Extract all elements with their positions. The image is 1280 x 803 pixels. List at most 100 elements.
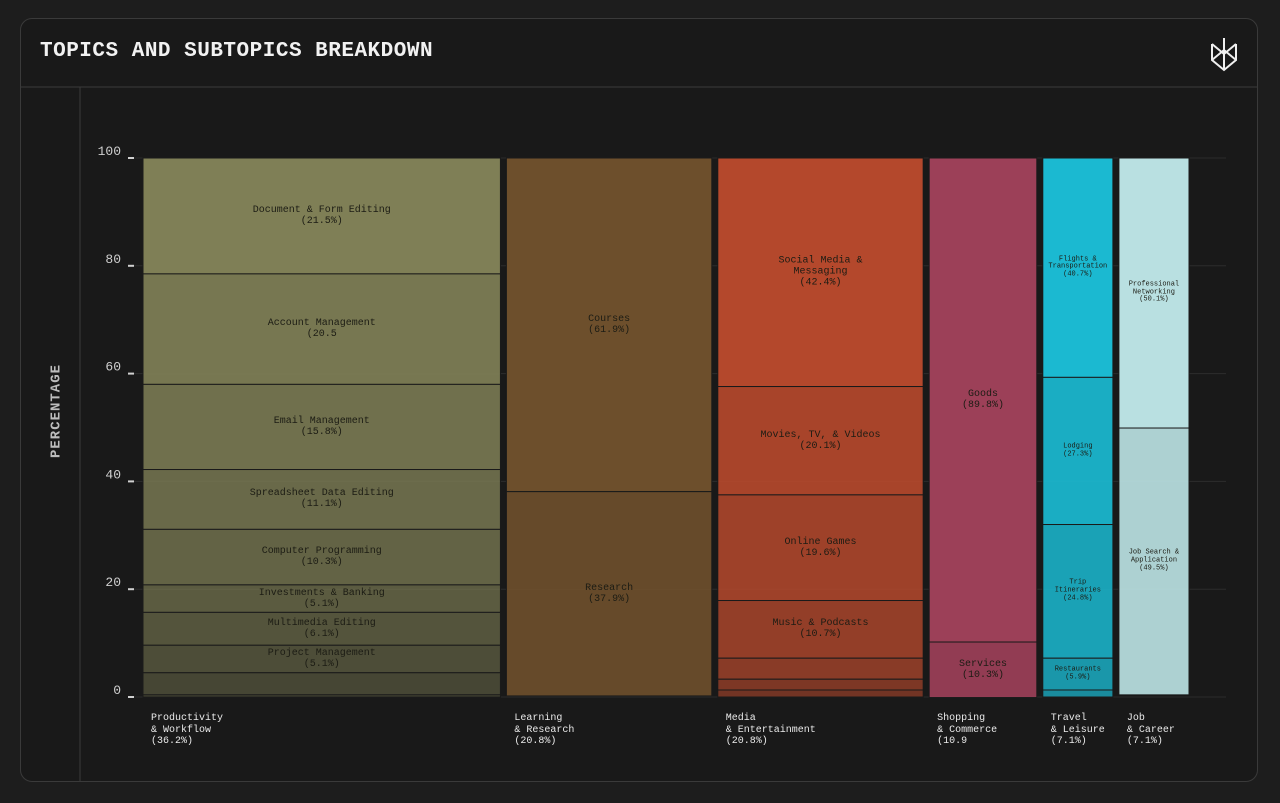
segment-name: Spreadsheet Data Editing xyxy=(249,488,394,500)
segment-name: Job Search & Application xyxy=(1128,548,1180,565)
segment-value: (20.1%) xyxy=(799,440,842,452)
segment-value: (20.5 xyxy=(306,329,337,341)
column-share: (20.8%) xyxy=(514,736,557,747)
segment xyxy=(142,383,501,471)
segment xyxy=(142,469,501,530)
segment-value: (24.8%) xyxy=(1063,594,1093,603)
column-share: (7.1%) xyxy=(1126,736,1163,747)
segment xyxy=(142,157,501,275)
segment-label: Goods (89.8%) xyxy=(929,389,1037,411)
y-tick-label: 80 xyxy=(105,252,121,267)
segment-value: (10.3%) xyxy=(300,557,343,569)
segment-name: Professional Networking xyxy=(1128,280,1180,297)
segment-label: Multimedia Editing (6.1%) xyxy=(143,618,500,640)
segment-name: Account Management xyxy=(267,318,376,330)
chart-title: TOPICS AND SUBTOPICS BREAKDOWN xyxy=(40,40,434,63)
segment-value: (27.3%) xyxy=(1063,449,1093,458)
segment xyxy=(1042,157,1114,378)
column-name: Learning & Research xyxy=(514,713,575,736)
column-label: Travel & Leisure (7.1%) xyxy=(1051,713,1105,748)
segment xyxy=(1118,157,1190,429)
segment-value: (11.1%) xyxy=(300,499,343,511)
segment-name: Research xyxy=(585,582,634,594)
segment-name: Multimedia Editing xyxy=(267,617,376,629)
segment-label: Email Management (15.8%) xyxy=(143,416,500,438)
segment-label: Document & Form Editing (21.5%) xyxy=(143,205,500,227)
segment-label: Courses (61.9%) xyxy=(506,314,711,336)
segment-label: Computer Programming (10.3%) xyxy=(143,546,500,568)
segment-value: (5.1%) xyxy=(303,598,340,610)
segment xyxy=(142,644,501,674)
segment-name: Music & Podcasts xyxy=(772,618,869,630)
segment-name: Lodging xyxy=(1063,442,1093,451)
y-tick-label: 60 xyxy=(105,360,121,375)
segment xyxy=(928,157,1038,643)
segment xyxy=(1042,657,1114,691)
segment xyxy=(717,689,924,698)
y-tick-label: 20 xyxy=(105,575,121,590)
segment-value: (5.9%) xyxy=(1065,673,1091,682)
segment xyxy=(142,528,501,586)
segment xyxy=(928,641,1038,699)
segment-label: Research (37.9%) xyxy=(506,583,711,605)
y-tick-label: 100 xyxy=(98,144,121,159)
segment-name: Social Media & Messaging xyxy=(778,255,863,278)
segment xyxy=(505,491,713,697)
segment-label: Professional Networking (50.1%) xyxy=(1119,281,1189,304)
segment-value: (15.8%) xyxy=(300,426,343,438)
column-label: Shopping & Commerce (10.9 xyxy=(937,713,997,748)
segment-label: Account Management (20.5 xyxy=(143,318,500,340)
segment-value: (40.7%) xyxy=(1063,270,1093,279)
segment xyxy=(505,157,713,493)
segment-name: Email Management xyxy=(273,415,370,427)
segment-value: (10.7%) xyxy=(799,629,842,641)
segment xyxy=(142,584,501,613)
segment-label: Project Management (5.1%) xyxy=(143,648,500,670)
segment-value: (21.5%) xyxy=(300,215,343,227)
segment-name: Online Games xyxy=(784,536,857,548)
column-name: Media & Entertainment xyxy=(725,713,816,736)
segment-label: Online Games (19.6%) xyxy=(718,537,923,559)
segment-label: Job Search & Application (49.5%) xyxy=(1119,548,1189,573)
segment xyxy=(717,678,924,691)
segment-name: Project Management xyxy=(267,648,376,659)
segment-name: Investments & Banking xyxy=(258,587,385,599)
segment-name: Services xyxy=(958,658,1007,670)
segment-label: Lodging (27.3%) xyxy=(1043,443,1113,458)
segment xyxy=(1042,524,1114,659)
segment-value: (50.1%) xyxy=(1139,295,1169,304)
segment-label: Movies, TV, & Videos (20.1%) xyxy=(718,430,923,452)
column-name: Job & Career xyxy=(1126,713,1175,736)
column-share: (7.1%) xyxy=(1050,736,1087,747)
segment xyxy=(142,672,501,696)
column-label: Job & Career (7.1%) xyxy=(1127,713,1175,748)
segment-value: (37.9%) xyxy=(588,593,631,605)
segment-value: (19.6%) xyxy=(799,547,842,559)
segment-label: Social Media & Messaging (42.4%) xyxy=(718,256,923,289)
segment-name: Document & Form Editing xyxy=(252,204,391,216)
segment xyxy=(142,273,501,385)
segment-label: Flights & Transportation (40.7%) xyxy=(1043,255,1113,279)
segment-label: Investments & Banking (5.1%) xyxy=(143,588,500,610)
y-tick-label: 0 xyxy=(113,683,121,698)
segment xyxy=(1118,427,1190,696)
segment-name: Goods xyxy=(967,389,998,400)
segment-name: Movies, TV, & Videos xyxy=(760,429,881,441)
y-tick-label: 40 xyxy=(105,467,121,482)
segment-label: Services (10.3%) xyxy=(929,659,1037,681)
segment-value: (10.3%) xyxy=(961,669,1004,681)
segment-label: Spreadsheet Data Editing (11.1%) xyxy=(143,488,500,510)
segment-value: (49.5%) xyxy=(1139,564,1169,573)
column-share: (20.8%) xyxy=(725,736,768,747)
segment-value: (5.1%) xyxy=(303,659,340,670)
y-axis-label: PERCENTAGE xyxy=(49,364,65,458)
column-name: Travel & Leisure xyxy=(1050,713,1105,736)
segment xyxy=(717,157,924,388)
column-label: Learning & Research (20.8%) xyxy=(514,713,574,748)
segment xyxy=(1042,376,1114,526)
column-share: (10.9 xyxy=(937,736,968,747)
segment-name: Courses xyxy=(588,313,631,325)
segment-label: Trip Itineraries (24.8%) xyxy=(1043,579,1113,603)
